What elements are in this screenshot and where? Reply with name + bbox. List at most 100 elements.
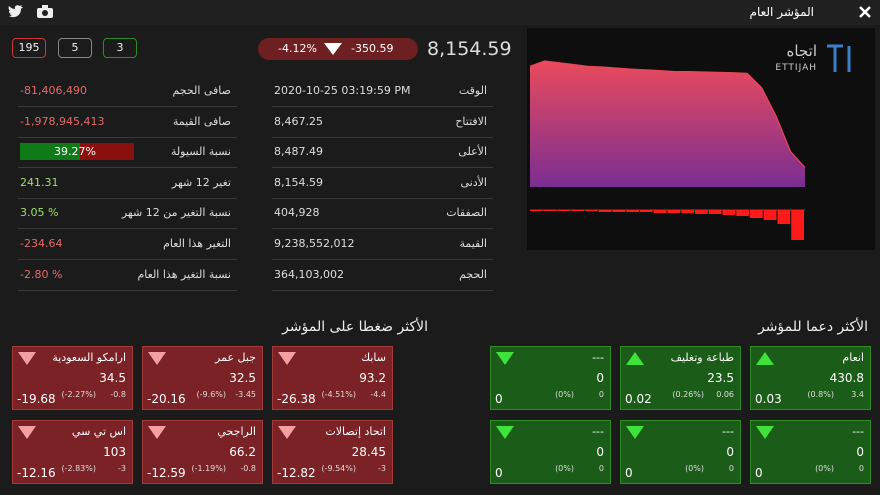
stock-change-pct: (0%) <box>555 464 574 473</box>
stock-card[interactable]: --- 0 0 (0%) 0 <box>620 420 741 484</box>
flow-bar <box>585 210 598 211</box>
stock-card[interactable]: جبل عمر 32.5 -3.45 (-9.6%) -20.16 <box>142 346 263 410</box>
direction-arrow <box>278 426 296 439</box>
stock-card[interactable]: ارامكو السعودية 34.5 -0.8 (-2.27%) -19.68 <box>12 346 133 410</box>
chart: اتجاه ETTIJAH <box>529 42 851 240</box>
stock-change: -3 <box>378 464 386 473</box>
twitter-icon[interactable] <box>8 5 24 19</box>
flow-bar <box>626 210 639 212</box>
change-value: -350.59 <box>351 42 394 55</box>
chart-panel: اتجاه ETTIJAH <box>527 28 875 250</box>
flow-bar <box>598 210 612 212</box>
stock-change: -0.8 <box>240 464 256 473</box>
stock-change-pct: (0%) <box>685 464 704 473</box>
stock-name: --- <box>852 425 864 438</box>
badge-up: 3 <box>103 38 137 58</box>
stat-value: -2.80 % <box>20 267 63 281</box>
stock-change-pct: (0%) <box>815 464 834 473</box>
stock-card[interactable]: --- 0 0 (0%) 0 <box>490 346 611 410</box>
logo-arabic: اتجاه <box>787 42 817 60</box>
stock-change-pct: (-2.27%) <box>61 390 96 399</box>
flow-bar <box>667 210 681 213</box>
stat-row: صافى القيمة -1,978,945,413 <box>18 107 237 138</box>
stock-change-pct: (0.8%) <box>807 390 834 399</box>
stock-card[interactable]: طباعة وتغليف 23.5 0.06 (0.26%) 0.02 <box>620 346 741 410</box>
stat-label: الوقت <box>458 84 487 97</box>
direction-arrow <box>496 352 514 365</box>
liquidity-value: 39.27% <box>54 145 96 159</box>
stat-label: القيمة <box>459 237 487 250</box>
stock-impact: -26.38 <box>277 392 316 406</box>
flow-bar <box>791 210 804 240</box>
stat-row: نسبة التغير هذا العام -2.80 % <box>18 260 237 291</box>
stat-label: الصفقات <box>446 206 487 220</box>
flow-bar <box>763 210 777 220</box>
stock-card[interactable]: الراجحي 66.2 -0.8 (-1.19%) -12.59 <box>142 420 263 484</box>
direction-arrow <box>148 426 166 439</box>
stock-card[interactable]: --- 0 0 (0%) 0 <box>490 420 611 484</box>
direction-arrow <box>626 352 644 365</box>
index-area <box>530 60 805 187</box>
stock-impact: 0 <box>755 466 763 480</box>
stat-row: الأدنى 8,154.59 <box>272 168 493 199</box>
stat-row: الصفقات 404,928 <box>272 198 493 230</box>
stat-value: 8,487.49 <box>274 145 323 159</box>
stock-change: 0 <box>858 464 864 473</box>
stat-row: تغير 12 شهر 241.31 <box>18 168 237 199</box>
stock-price: 0 <box>596 371 604 385</box>
flow-bar <box>530 210 543 211</box>
stock-name: سابك <box>361 351 386 364</box>
stat-label: نسبة السيولة <box>170 145 231 159</box>
stat-label: الأعلى <box>458 145 487 159</box>
flow-bar <box>640 210 653 212</box>
direction-arrow <box>18 426 36 439</box>
stock-price: 34.5 <box>99 371 126 385</box>
stock-impact: -19.68 <box>17 392 56 406</box>
stock-card[interactable]: سابك 93.2 -4.4 (-4.51%) -26.38 <box>272 346 393 410</box>
stock-impact: 0 <box>495 466 503 480</box>
stat-row: القيمة 9,238,552,012 <box>272 229 493 260</box>
stat-value: 3.05 % <box>20 206 59 220</box>
stock-change: -0.8 <box>110 390 126 399</box>
flow-bar <box>653 210 667 213</box>
close-button[interactable] <box>859 6 871 18</box>
direction-arrow <box>756 352 774 365</box>
flow-bar <box>750 210 763 218</box>
stat-value: 241.31 <box>20 175 59 189</box>
flow-bar <box>722 210 736 215</box>
flow-bar <box>736 210 749 216</box>
stock-impact: -12.16 <box>17 466 56 480</box>
stock-price: 93.2 <box>359 371 386 385</box>
stock-impact: 0 <box>495 392 503 406</box>
stock-name: --- <box>592 351 604 364</box>
change-pct: -4.12% <box>278 42 317 55</box>
stat-value: -81,406,490 <box>20 84 87 97</box>
stock-change: 0.06 <box>716 390 734 399</box>
stock-name: الراجحي <box>217 425 256 438</box>
stat-row: الحجم 364,103,002 <box>272 260 493 291</box>
stat-label: الأدنى <box>460 175 487 189</box>
stat-value: 9,238,552,012 <box>274 237 355 250</box>
stock-change-pct: (-9.54%) <box>321 464 356 473</box>
logo-latin: ETTIJAH <box>775 63 817 73</box>
stock-card[interactable]: اس تي سي 103 -3 (-2.83%) -12.16 <box>12 420 133 484</box>
badge-down: 195 <box>12 38 46 58</box>
stock-impact: -12.59 <box>147 466 186 480</box>
stock-card[interactable]: --- 0 0 (0%) 0 <box>750 420 871 484</box>
stock-change: 0 <box>728 464 734 473</box>
flow-bar <box>543 210 557 211</box>
stock-name: اس تي سي <box>71 425 126 438</box>
direction-arrow <box>18 352 36 365</box>
stat-value: -234.64 <box>20 237 63 250</box>
stock-name: طباعة وتغليف <box>670 351 734 364</box>
index-value: 8,154.59 <box>427 38 512 60</box>
stock-name: ارامكو السعودية <box>52 351 126 364</box>
stock-price: 0 <box>856 445 864 459</box>
camera-icon[interactable] <box>36 4 54 19</box>
stock-card[interactable]: انعام 430.8 3.4 (0.8%) 0.03 <box>750 346 871 410</box>
stat-row: نسبة التغير من 12 شهر 3.05 % <box>18 198 237 230</box>
stock-change-pct: (-2.83%) <box>61 464 96 473</box>
stock-price: 23.5 <box>707 371 734 385</box>
stock-card[interactable]: اتحاد إتصالات 28.45 -3 (-9.54%) -12.82 <box>272 420 393 484</box>
stock-change-pct: (-4.51%) <box>321 390 356 399</box>
